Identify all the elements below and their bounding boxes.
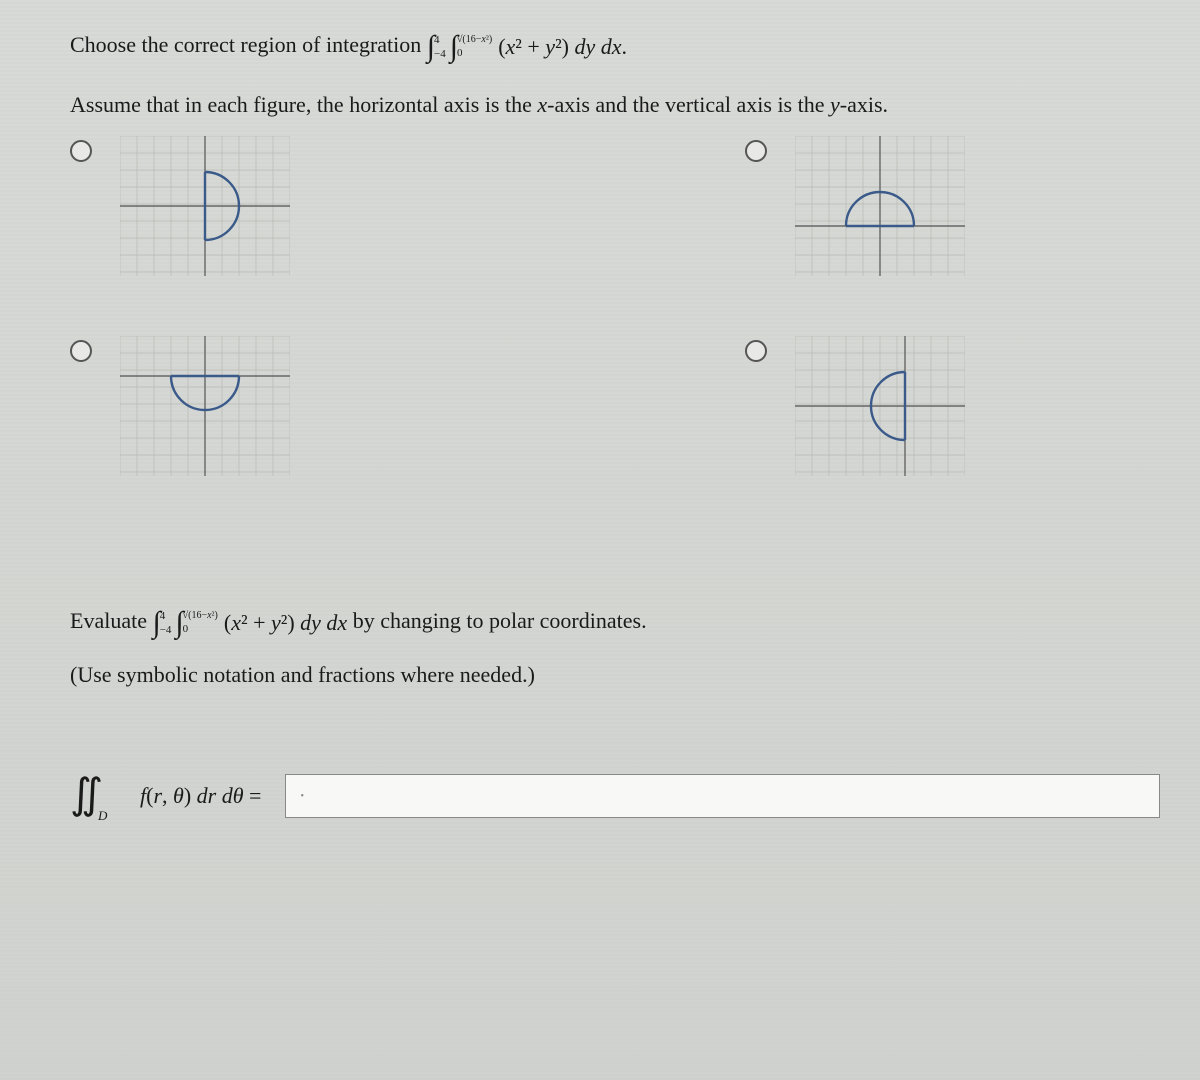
hint-text: (Use symbolic notation and fractions whe… (70, 662, 1160, 688)
radio-opt-b[interactable] (745, 140, 767, 162)
region-plot (795, 136, 965, 276)
integral-expression-2: ∫4−4 ∫√(16−x²)0 (x² + y²) dy dx (152, 606, 347, 640)
options-grid (70, 136, 1160, 476)
question-prompt: Choose the correct region of integration… (70, 30, 1160, 64)
radio-opt-c[interactable] (70, 340, 92, 362)
region-plot (120, 336, 290, 476)
radio-opt-a[interactable] (70, 140, 92, 162)
option-opt-a (70, 136, 485, 276)
region-plot (795, 336, 965, 476)
radio-opt-d[interactable] (745, 340, 767, 362)
integral-expression-1: ∫4−4 ∫√(16−x²)0 (x² + y²) dy dx. (427, 30, 627, 64)
option-opt-b (745, 136, 1160, 276)
evaluate-prompt: Evaluate ∫4−4 ∫√(16−x²)0 (x² + y²) dy dx… (70, 606, 1160, 640)
svg-text:D: D (97, 808, 108, 823)
answer-lhs: ∬ D (70, 768, 116, 824)
axis-note: Assume that in each figure, the horizont… (70, 92, 1160, 118)
answer-integrand: f(r, θ) dr dθ = (140, 783, 261, 809)
region-plot (120, 136, 290, 276)
option-opt-c (70, 336, 485, 476)
answer-input[interactable]: • (285, 774, 1160, 818)
answer-row: ∬ D f(r, θ) dr dθ = • (70, 768, 1160, 824)
option-opt-d (745, 336, 1160, 476)
